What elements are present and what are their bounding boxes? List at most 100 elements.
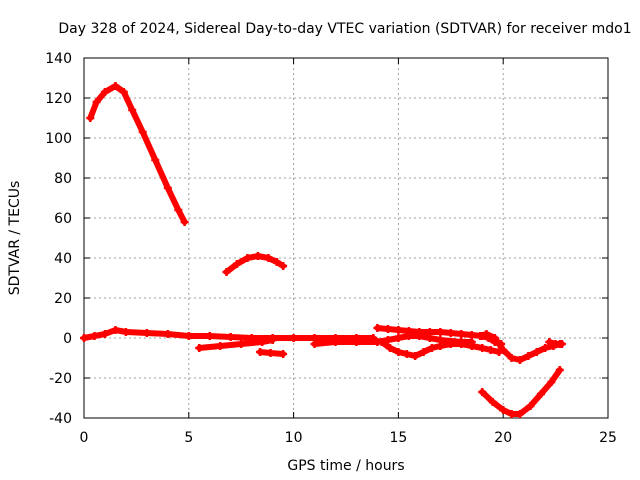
- data-point: [490, 334, 499, 342]
- series-arc-10: [545, 338, 566, 348]
- data-point: [331, 338, 340, 346]
- data-point: [532, 348, 541, 356]
- data-point: [373, 324, 382, 332]
- data-point: [163, 184, 172, 192]
- data-point: [151, 156, 160, 164]
- y-tick-label: 100: [45, 131, 72, 147]
- series-trace: [87, 83, 188, 225]
- data-point: [222, 268, 231, 276]
- data-point: [547, 378, 556, 386]
- series-arc-5: [256, 348, 288, 358]
- x-axis-label: GPS time / hours: [287, 458, 404, 474]
- data-point: [383, 325, 392, 333]
- axis-ticks: [83, 57, 609, 419]
- data-point: [184, 332, 193, 340]
- x-tick-label: 20: [494, 430, 512, 446]
- data-point: [180, 218, 189, 226]
- data-point: [100, 330, 109, 338]
- y-tick-label: 20: [54, 291, 72, 307]
- series-arc-2: [222, 252, 288, 276]
- y-tick-label: -20: [49, 371, 72, 387]
- data-point: [264, 254, 273, 262]
- data-point: [476, 332, 485, 340]
- data-marks: [80, 82, 566, 418]
- data-point: [237, 340, 246, 348]
- data-point: [507, 410, 516, 418]
- data-point: [394, 334, 403, 342]
- data-point: [163, 330, 172, 338]
- data-point: [128, 106, 137, 114]
- data-point: [383, 336, 392, 344]
- data-point: [425, 328, 434, 336]
- data-point: [386, 344, 395, 352]
- data-point: [499, 406, 508, 414]
- data-point: [233, 260, 242, 268]
- y-tick-label: 60: [54, 211, 72, 227]
- y-tick-label: 140: [45, 51, 72, 67]
- data-point: [457, 340, 466, 348]
- y-tick-label: -40: [49, 411, 72, 427]
- series-arc-1: [86, 82, 189, 226]
- data-point: [279, 350, 288, 358]
- x-tick-label: 25: [599, 430, 617, 446]
- data-point: [467, 342, 476, 350]
- data-point: [478, 388, 487, 396]
- data-point: [86, 114, 95, 122]
- data-point: [404, 327, 413, 335]
- data-point: [446, 340, 455, 348]
- data-point: [90, 332, 99, 340]
- data-point: [515, 410, 524, 418]
- data-point: [352, 338, 361, 346]
- data-point: [266, 349, 275, 357]
- data-point: [174, 206, 183, 214]
- data-point: [121, 328, 130, 336]
- x-tick-label: 10: [285, 430, 303, 446]
- x-tick-label: 15: [389, 430, 407, 446]
- y-tick-label: 0: [63, 331, 72, 347]
- data-point: [92, 98, 101, 106]
- data-point: [142, 329, 151, 337]
- data-point: [499, 346, 508, 354]
- data-point: [486, 346, 495, 354]
- x-tick-label: 5: [184, 430, 193, 446]
- data-point: [111, 326, 120, 334]
- series-arc-6: [310, 332, 476, 348]
- data-point: [541, 344, 550, 352]
- data-point: [100, 88, 109, 96]
- data-point: [482, 330, 491, 338]
- data-point: [289, 334, 298, 342]
- y-tick-label: 80: [54, 171, 72, 187]
- data-point: [256, 348, 265, 356]
- data-point: [310, 340, 319, 348]
- data-point: [545, 338, 554, 346]
- data-point: [195, 344, 204, 352]
- data-point: [457, 330, 466, 338]
- y-tick-label: 120: [45, 91, 72, 107]
- series-arc-11: [478, 366, 564, 418]
- data-point: [446, 329, 455, 337]
- data-point: [415, 328, 424, 336]
- data-point: [253, 252, 262, 260]
- data-point: [536, 390, 545, 398]
- series-arc-4: [195, 336, 277, 352]
- data-point: [526, 402, 535, 410]
- data-point: [507, 354, 516, 362]
- data-point: [436, 328, 445, 336]
- plot-frame: [83, 57, 609, 419]
- data-point: [205, 332, 214, 340]
- y-axis-label: SDTVAR / TECUs: [7, 181, 23, 296]
- data-point: [111, 82, 120, 90]
- data-point: [419, 348, 428, 356]
- data-point: [119, 88, 128, 96]
- data-point: [279, 262, 288, 270]
- data-point: [243, 254, 252, 262]
- data-point: [80, 334, 88, 342]
- data-point: [555, 366, 564, 374]
- data-point: [478, 344, 487, 352]
- data-point: [411, 352, 420, 360]
- data-point: [216, 342, 225, 350]
- chart-title: Day 328 of 2024, Sidereal Day-to-day VTE…: [58, 21, 631, 37]
- data-point: [524, 352, 533, 360]
- data-point: [488, 398, 497, 406]
